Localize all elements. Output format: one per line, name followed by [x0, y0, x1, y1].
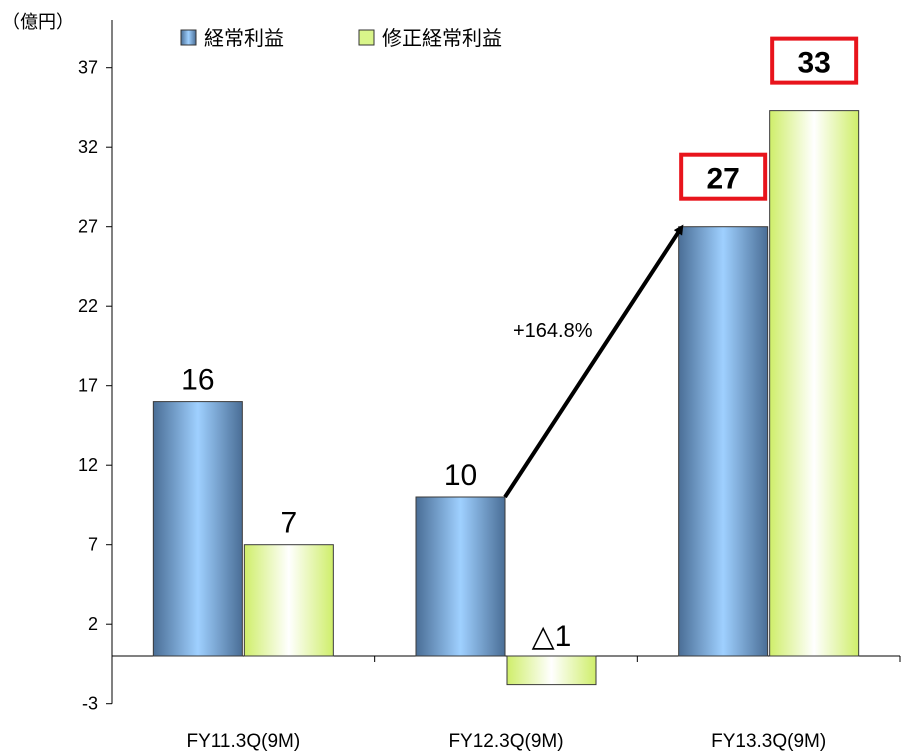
- y-tick-label: 22: [78, 296, 98, 316]
- y-tick-label: -3: [82, 694, 98, 714]
- y-tick-label: 37: [78, 58, 98, 78]
- legend: 経常利益 修正経常利益: [180, 26, 502, 50]
- y-tick-label: 32: [78, 137, 98, 157]
- bar: [506, 655, 597, 686]
- data-label: 27: [706, 163, 739, 196]
- growth-annotation: +164.8%: [513, 320, 593, 342]
- legend-label-series-1: 経常利益: [204, 26, 284, 50]
- growth-arrow: [503, 224, 684, 499]
- bar: [678, 226, 769, 657]
- legend-label-series-2: 修正経常利益: [382, 26, 502, 50]
- data-label: 16: [181, 364, 214, 397]
- data-label: 7: [280, 507, 297, 540]
- unit-label: （億円）: [2, 12, 74, 33]
- legend-swatch-series-2: [358, 29, 375, 46]
- y-tick-label: 7: [88, 535, 98, 555]
- y-tick-label: 2: [88, 614, 98, 634]
- bars: [152, 110, 860, 686]
- data-labels: 16 7 10 △1 27 33: [181, 36, 859, 653]
- bar: [415, 496, 506, 657]
- y-tick-label: 17: [78, 376, 98, 396]
- data-label: 33: [797, 47, 830, 80]
- bar: [769, 110, 860, 657]
- legend-swatch-series-1: [180, 29, 197, 46]
- y-tick-label: 27: [78, 217, 98, 237]
- y-tick-label: 12: [78, 455, 98, 475]
- highlight-box: [679, 152, 768, 201]
- bar: [243, 544, 334, 657]
- highlight-box: [770, 36, 859, 85]
- x-tick-label: FY13.3Q(9M): [711, 731, 826, 752]
- bar: [152, 401, 243, 657]
- data-label: △1: [532, 620, 572, 653]
- x-tick-label: FY11.3Q(9M): [186, 731, 300, 752]
- x-tick-label: FY12.3Q(9M): [448, 731, 563, 752]
- data-label: 10: [444, 459, 477, 492]
